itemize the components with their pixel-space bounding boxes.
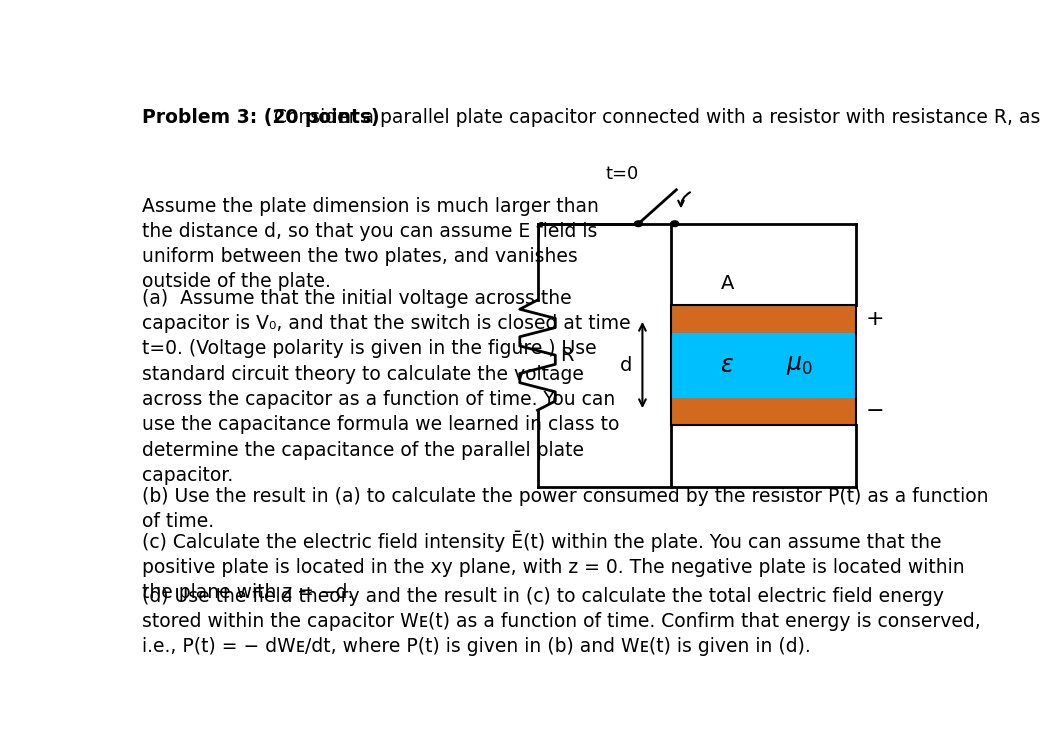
- Text: (c) Calculate the electric field intensity Ē(t) within the plate. You can assume: (c) Calculate the electric field intensi…: [143, 530, 965, 602]
- Circle shape: [634, 221, 642, 227]
- Text: R: R: [560, 346, 574, 365]
- Text: +: +: [866, 309, 885, 329]
- Bar: [670, 305, 856, 333]
- Text: $\mu_0$: $\mu_0$: [786, 353, 813, 377]
- Text: Assume the plate dimension is much larger than
the distance d, so that you can a: Assume the plate dimension is much large…: [143, 197, 600, 291]
- Text: Problem 3: (20 points): Problem 3: (20 points): [143, 108, 380, 127]
- Bar: [670, 333, 856, 398]
- Text: t=0: t=0: [606, 165, 639, 183]
- Circle shape: [670, 221, 679, 227]
- Text: $\varepsilon$: $\varepsilon$: [720, 353, 734, 377]
- Text: Consider a parallel plate capacitor connected with a resistor with resistance R,: Consider a parallel plate capacitor conn…: [269, 108, 1041, 127]
- Text: d: d: [620, 355, 633, 374]
- Bar: [670, 305, 856, 425]
- Bar: [670, 398, 856, 425]
- Text: (b) Use the result in (a) to calculate the power consumed by the resistor P(t) a: (b) Use the result in (a) to calculate t…: [143, 487, 989, 531]
- Text: A: A: [720, 274, 734, 293]
- Text: (d) Use the field theory and the result in (c) to calculate the total electric f: (d) Use the field theory and the result …: [143, 586, 981, 656]
- Text: (a)  Assume that the initial voltage across the
capacitor is V₀, and that the sw: (a) Assume that the initial voltage acro…: [143, 288, 631, 485]
- Text: −: −: [866, 401, 885, 421]
